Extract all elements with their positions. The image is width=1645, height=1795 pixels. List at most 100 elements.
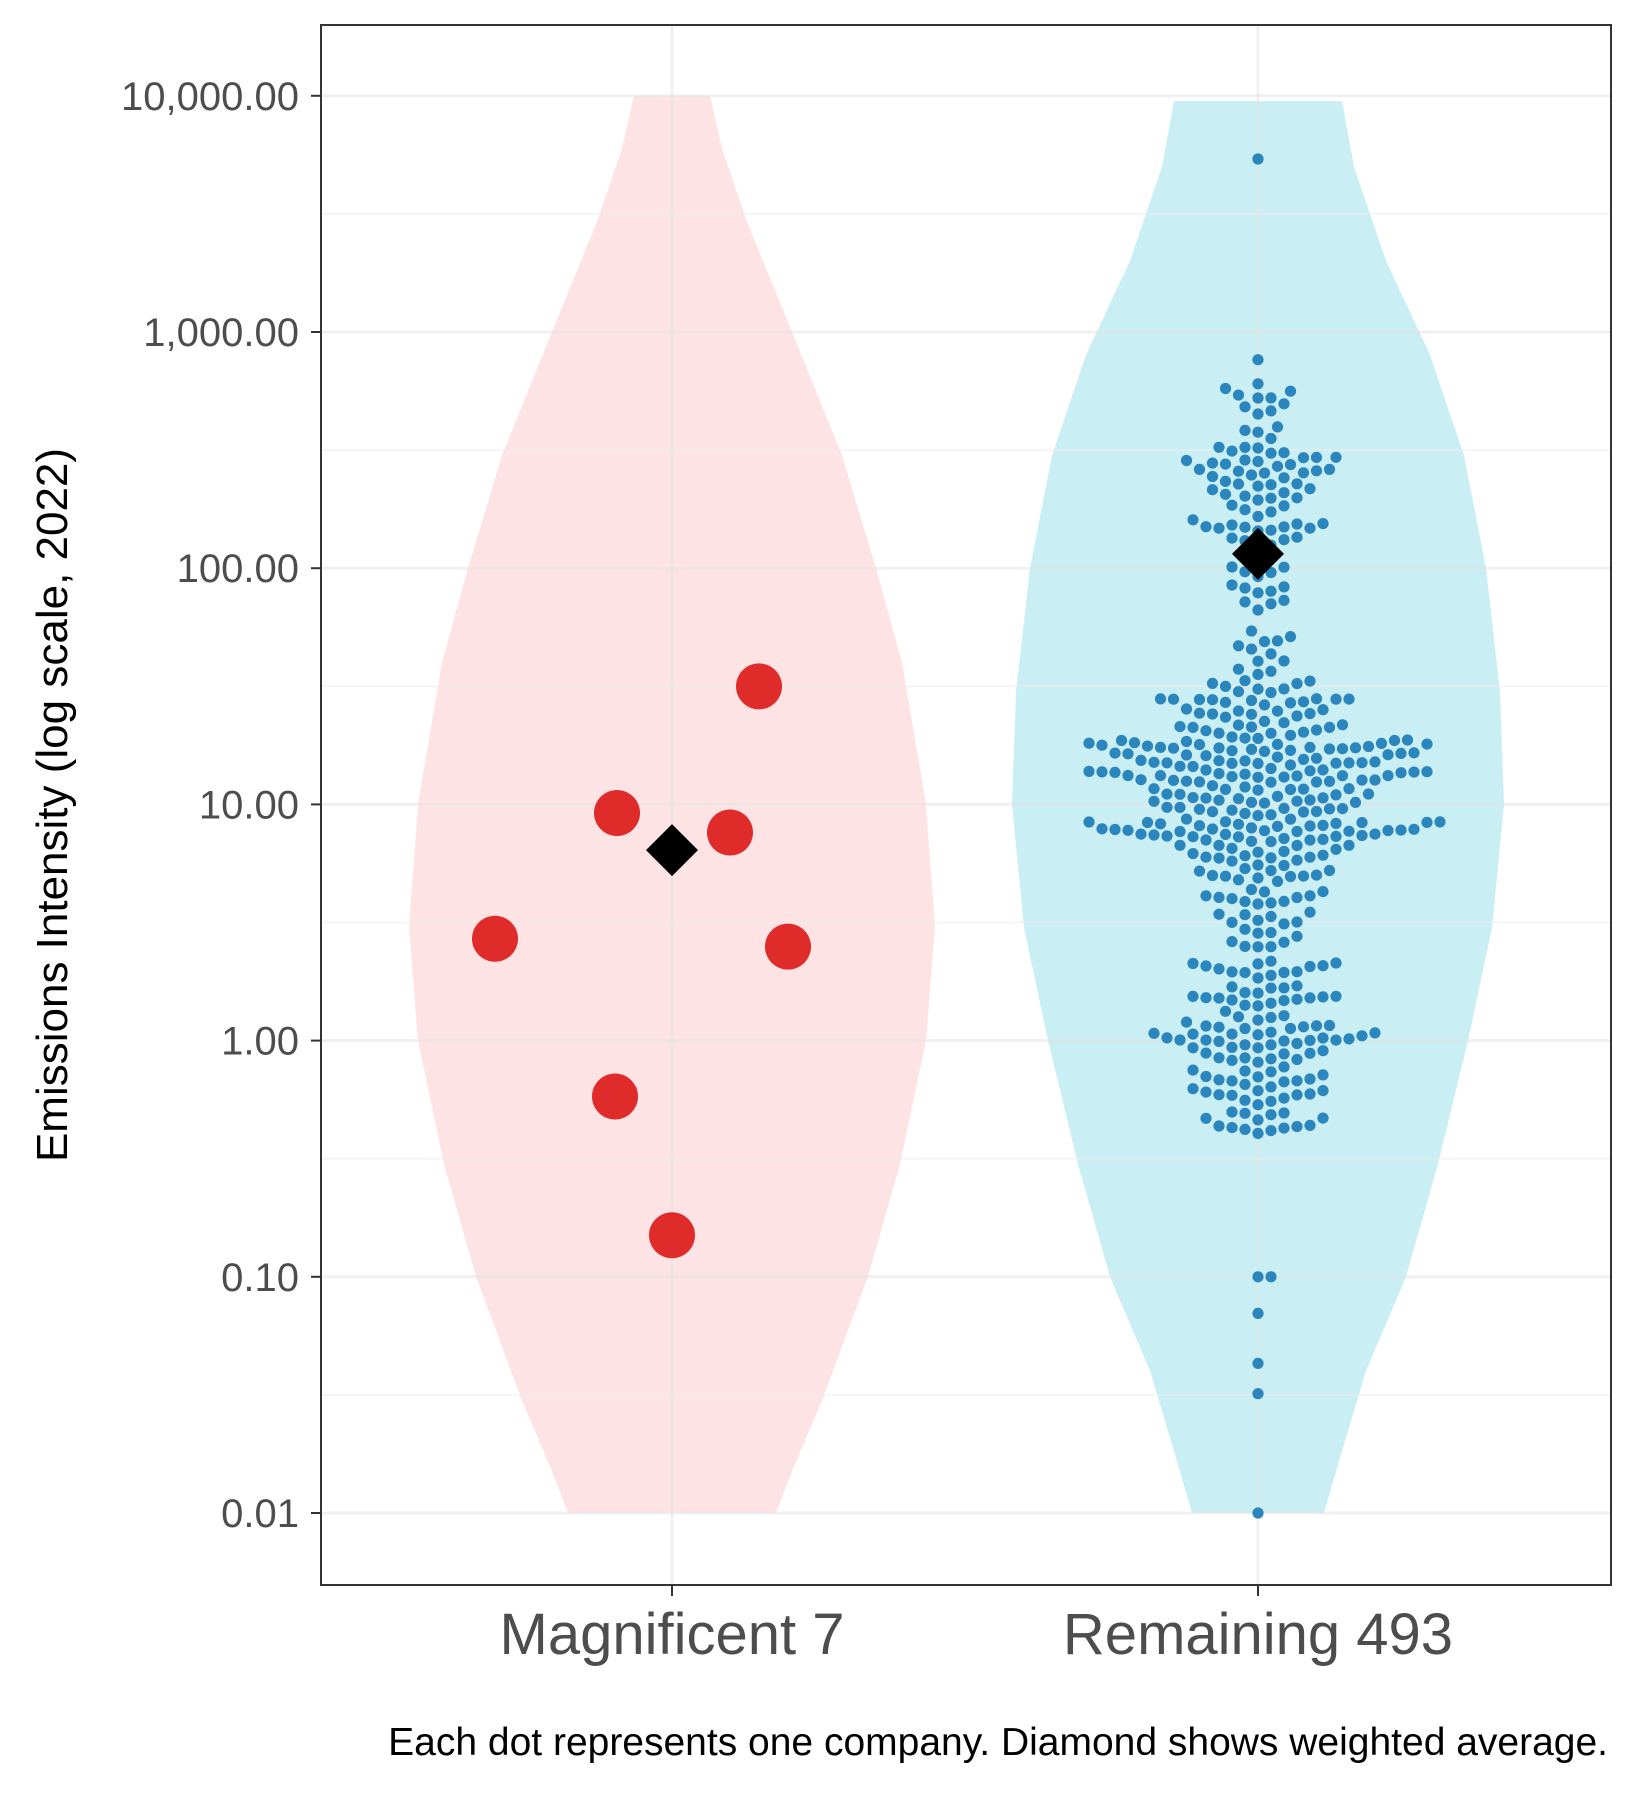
dot-remaining-493 <box>1206 869 1219 882</box>
category-label-remaining-493: Remaining 493 <box>1063 1602 1453 1667</box>
dot-remaining-493 <box>1278 982 1290 994</box>
dot-remaining-493 <box>1278 717 1290 729</box>
dot-remaining-493 <box>1278 1122 1290 1134</box>
dot-remaining-493 <box>1317 960 1329 972</box>
dot-remaining-493 <box>1369 828 1381 840</box>
dot-remaining-493 <box>1382 770 1394 782</box>
dot-remaining-493 <box>1271 738 1284 751</box>
dot-remaining-493 <box>1148 783 1160 795</box>
dot-remaining-493 <box>1278 655 1290 667</box>
dot-remaining-493 <box>1356 774 1368 786</box>
dot-remaining-493 <box>1291 1121 1303 1133</box>
dot-remaining-493 <box>1291 1089 1303 1101</box>
dot-remaining-493 <box>1206 677 1219 690</box>
dot-remaining-493 <box>1265 969 1277 982</box>
dot-remaining-493 <box>1401 734 1414 746</box>
dot-remaining-493 <box>1265 585 1277 597</box>
dot-remaining-493 <box>1219 475 1232 487</box>
dot-remaining-493 <box>1278 1048 1290 1060</box>
dot-remaining-493 <box>1278 859 1290 872</box>
dot-remaining-493 <box>1167 742 1180 754</box>
dot-remaining-493 <box>1310 805 1323 818</box>
dot-remaining-493 <box>1284 783 1297 796</box>
dot-remaining-493 <box>1161 757 1173 769</box>
dot-remaining-493 <box>1291 1075 1303 1087</box>
dot-remaining-493 <box>1271 705 1284 717</box>
dot-remaining-493 <box>1369 1027 1381 1039</box>
dot-remaining-493 <box>1206 806 1219 818</box>
dot-remaining-493 <box>1310 724 1323 736</box>
dot-remaining-493 <box>1239 454 1251 466</box>
dot-remaining-493 <box>1304 741 1316 754</box>
dot-remaining-493 <box>1245 625 1258 637</box>
dot-remaining-493 <box>1291 795 1303 807</box>
dot-remaining-493 <box>1278 447 1290 459</box>
dot-remaining-493 <box>1122 824 1134 836</box>
dot-remaining-493 <box>1252 1127 1264 1139</box>
dot-remaining-493 <box>1232 478 1245 490</box>
dot-remaining-493 <box>1382 824 1394 837</box>
dot-remaining-493 <box>1213 1074 1225 1086</box>
dot-remaining-493 <box>1265 897 1277 909</box>
dot-remaining-493 <box>1252 392 1264 404</box>
dot-remaining-493 <box>1310 869 1323 881</box>
dot-remaining-493 <box>1226 532 1238 544</box>
dot-remaining-493 <box>1317 1045 1329 1057</box>
dot-remaining-493 <box>1291 518 1303 530</box>
dot-remaining-493 <box>1252 927 1264 939</box>
dot-remaining-493 <box>1174 839 1186 851</box>
dot-remaining-493 <box>1154 741 1167 754</box>
dot-remaining-493 <box>1252 757 1264 770</box>
dot-remaining-493 <box>1200 1034 1212 1046</box>
dot-remaining-493 <box>1330 843 1342 855</box>
dot-remaining-493 <box>1200 960 1212 972</box>
dot-remaining-493 <box>1226 994 1238 1006</box>
dot-remaining-493 <box>1271 460 1284 472</box>
dot-remaining-493 <box>1382 749 1394 761</box>
dot-remaining-493 <box>1226 499 1238 511</box>
dot-remaining-493 <box>1154 770 1167 782</box>
dot-remaining-493 <box>1135 754 1147 767</box>
dot-remaining-493 <box>1226 1122 1238 1134</box>
dot-remaining-493 <box>1304 890 1316 902</box>
dot-remaining-493 <box>1252 655 1264 667</box>
dot-remaining-493 <box>1310 465 1323 477</box>
dot-remaining-493 <box>1310 776 1323 788</box>
dot-remaining-493 <box>1096 766 1108 778</box>
dot-remaining-493 <box>1239 768 1251 780</box>
dot-remaining-493 <box>1304 992 1316 1004</box>
dot-remaining-493 <box>1193 820 1206 832</box>
dot-remaining-493 <box>1265 1081 1277 1093</box>
dot-remaining-493 <box>1271 820 1284 833</box>
dot-remaining-493 <box>1258 715 1271 728</box>
dot-remaining-493 <box>1265 1053 1277 1065</box>
dot-remaining-493 <box>1297 696 1310 708</box>
dot-remaining-493 <box>1252 1029 1264 1041</box>
dot-remaining-493 <box>1343 1033 1355 1045</box>
dot-remaining-493 <box>1252 732 1264 745</box>
dot-remaining-493 <box>1252 604 1264 616</box>
dot-remaining-493 <box>1239 999 1251 1011</box>
dot-remaining-493 <box>1343 693 1355 705</box>
dot-remaining-493 <box>1265 447 1277 459</box>
dot-remaining-493 <box>1200 725 1212 737</box>
dot-remaining-493 <box>1083 765 1095 778</box>
dot-remaining-493 <box>1317 849 1329 861</box>
dot-remaining-493 <box>1193 803 1206 815</box>
dot-remaining-493 <box>1304 765 1316 777</box>
dot-remaining-493 <box>1245 694 1258 707</box>
y-tick-label: 1.00 <box>221 1020 299 1064</box>
dot-remaining-493 <box>1278 802 1290 815</box>
dot-remaining-493 <box>1187 831 1199 843</box>
dot-remaining-493 <box>1161 830 1173 842</box>
dot-remaining-493 <box>1213 522 1225 534</box>
dot-remaining-493 <box>1291 531 1303 543</box>
dot-remaining-493 <box>1330 757 1342 769</box>
dot-remaining-493 <box>1252 987 1264 999</box>
dot-remaining-493 <box>1213 742 1225 754</box>
dot-remaining-493 <box>1278 561 1290 573</box>
dot-remaining-493 <box>1109 747 1121 759</box>
dot-remaining-493 <box>1213 1089 1225 1101</box>
dot-remaining-493 <box>1239 987 1251 999</box>
dot-remaining-493 <box>1304 1073 1316 1085</box>
